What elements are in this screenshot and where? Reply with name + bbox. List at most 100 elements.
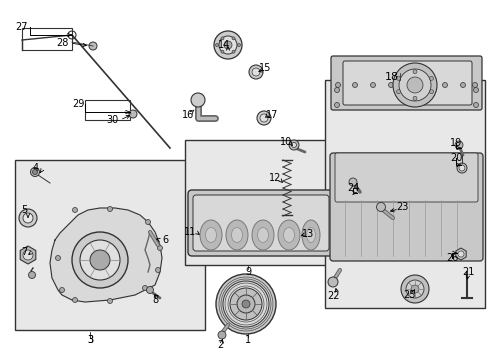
Circle shape (229, 288, 262, 320)
Text: 17: 17 (265, 110, 278, 120)
Circle shape (157, 246, 162, 251)
Text: 25: 25 (403, 290, 415, 300)
Circle shape (146, 287, 153, 293)
Text: 1: 1 (244, 335, 250, 345)
Circle shape (428, 76, 432, 80)
Text: 19: 19 (449, 138, 461, 148)
Ellipse shape (302, 220, 319, 250)
Circle shape (424, 82, 428, 87)
Text: 4: 4 (33, 163, 39, 173)
Circle shape (387, 82, 393, 87)
Circle shape (80, 240, 120, 280)
Text: 2: 2 (217, 340, 223, 350)
Polygon shape (50, 208, 162, 302)
Bar (184, 140, 334, 265)
FancyBboxPatch shape (329, 153, 482, 261)
Text: 6: 6 (162, 235, 168, 245)
Circle shape (89, 42, 97, 50)
Text: 10: 10 (279, 137, 291, 147)
Circle shape (396, 76, 400, 80)
Circle shape (335, 82, 340, 87)
Circle shape (221, 37, 224, 40)
Text: 27: 27 (16, 22, 28, 32)
Text: 29: 29 (72, 99, 84, 109)
Bar (15, 160, 204, 330)
Circle shape (454, 141, 462, 149)
Circle shape (72, 207, 77, 212)
Text: 9: 9 (244, 267, 250, 277)
Text: 24: 24 (346, 183, 359, 193)
Circle shape (28, 271, 36, 279)
Circle shape (142, 285, 147, 291)
Text: 21: 21 (461, 267, 473, 277)
Circle shape (405, 280, 423, 298)
Text: 18: 18 (384, 72, 398, 82)
Circle shape (334, 103, 339, 108)
Circle shape (223, 281, 268, 327)
Text: 20: 20 (449, 153, 461, 163)
Circle shape (231, 37, 235, 40)
Text: 11: 11 (183, 227, 196, 237)
Circle shape (191, 93, 204, 107)
Text: 3: 3 (87, 335, 93, 345)
Circle shape (458, 165, 464, 171)
Circle shape (428, 90, 432, 94)
Bar (22, 28, 72, 50)
Circle shape (460, 82, 465, 87)
Circle shape (396, 90, 400, 94)
Ellipse shape (306, 228, 315, 243)
Circle shape (291, 143, 296, 148)
Circle shape (214, 31, 242, 59)
Circle shape (32, 170, 38, 175)
Circle shape (129, 110, 137, 118)
Circle shape (155, 267, 160, 273)
FancyBboxPatch shape (187, 190, 333, 256)
Circle shape (260, 114, 267, 122)
Circle shape (392, 63, 436, 107)
Circle shape (60, 288, 64, 292)
Circle shape (55, 256, 61, 261)
Bar (325, 80, 484, 308)
Circle shape (442, 82, 447, 87)
Ellipse shape (278, 220, 299, 250)
FancyBboxPatch shape (334, 153, 477, 202)
Circle shape (288, 140, 298, 150)
Circle shape (348, 178, 356, 186)
Text: 7: 7 (21, 247, 27, 257)
Circle shape (472, 87, 478, 93)
Text: 12: 12 (268, 173, 281, 183)
Text: 26: 26 (445, 253, 457, 263)
Circle shape (19, 209, 37, 227)
Circle shape (257, 111, 270, 125)
Text: 13: 13 (301, 229, 313, 239)
Circle shape (237, 44, 240, 46)
Text: 8: 8 (152, 295, 158, 305)
Circle shape (216, 274, 275, 334)
Circle shape (457, 251, 463, 257)
Circle shape (231, 50, 235, 53)
Bar (85, 100, 130, 120)
FancyBboxPatch shape (342, 61, 471, 105)
Ellipse shape (231, 228, 242, 243)
Circle shape (23, 250, 33, 260)
Ellipse shape (225, 220, 247, 250)
Circle shape (412, 96, 416, 100)
Circle shape (406, 82, 411, 87)
Circle shape (215, 44, 218, 46)
Circle shape (472, 103, 478, 108)
Circle shape (327, 277, 337, 287)
Circle shape (352, 82, 357, 87)
Text: 14: 14 (218, 40, 230, 50)
Circle shape (30, 167, 40, 176)
Ellipse shape (257, 228, 268, 243)
Text: 3: 3 (87, 335, 93, 345)
Circle shape (242, 300, 249, 308)
Circle shape (219, 36, 237, 54)
Ellipse shape (283, 228, 294, 243)
Circle shape (471, 82, 476, 87)
Circle shape (107, 298, 112, 303)
Text: 5: 5 (21, 205, 27, 215)
Circle shape (412, 70, 416, 74)
Circle shape (224, 41, 231, 49)
Text: 15: 15 (258, 63, 271, 73)
